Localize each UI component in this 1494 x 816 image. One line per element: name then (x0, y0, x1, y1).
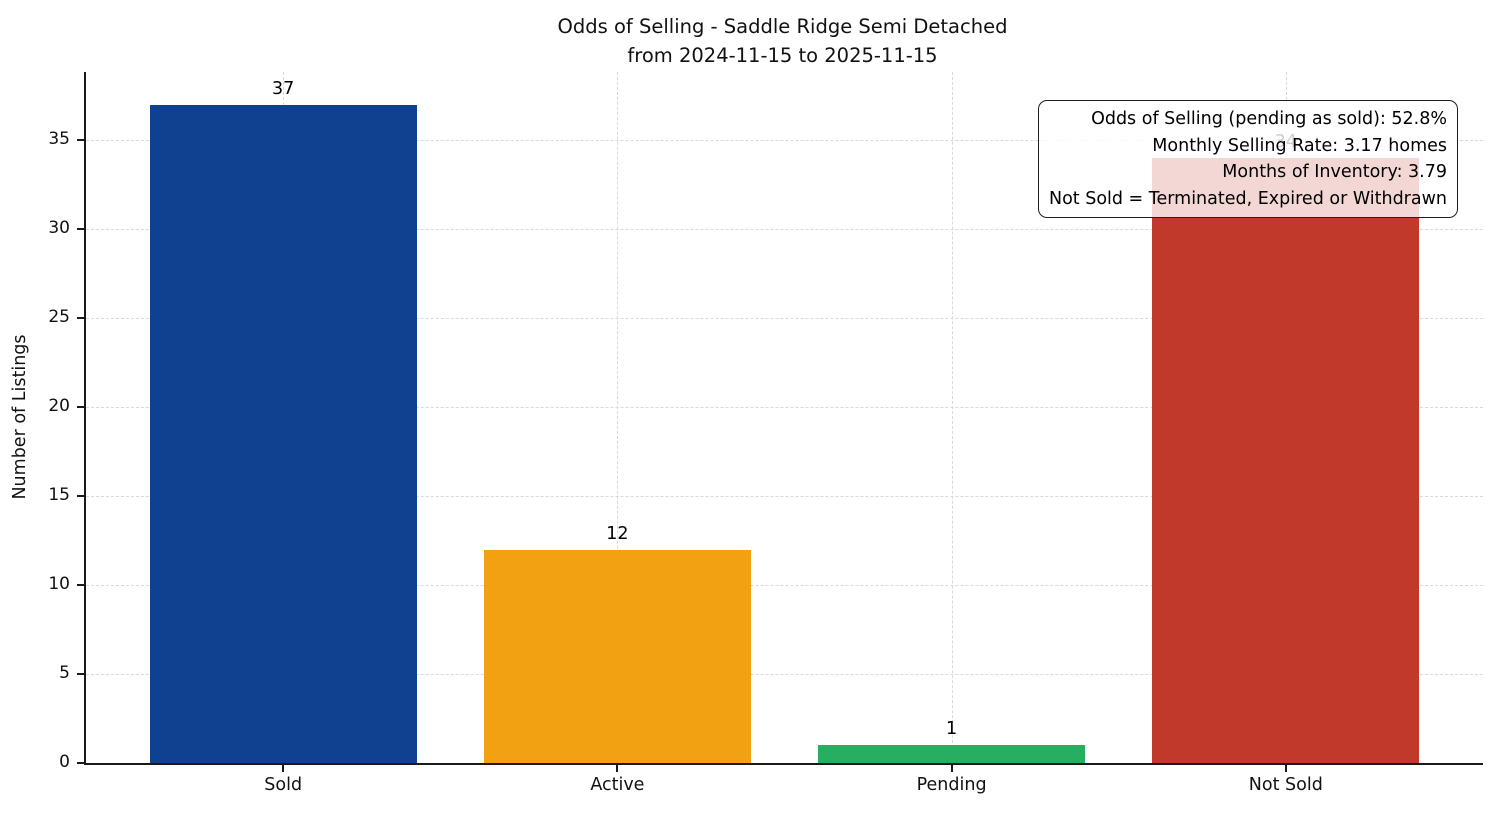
bar-value-label: 1 (946, 719, 958, 740)
y-gridline (86, 318, 1483, 320)
y-gridline (86, 496, 1483, 498)
y-tick-mark (77, 406, 84, 409)
bar-pending (817, 745, 1086, 763)
y-tick-label: 30 (48, 218, 70, 239)
bar-value-label: 12 (606, 523, 629, 544)
x-tick-mark (1284, 765, 1287, 772)
chart-subtitle: from 2024-11-15 to 2025-11-15 (627, 44, 938, 67)
x-gridline (617, 72, 619, 763)
y-tick-mark (77, 673, 84, 676)
x-tick-mark (282, 765, 285, 772)
y-tick-label: 15 (48, 485, 70, 506)
y-tick-label: 0 (59, 752, 70, 772)
y-tick-mark (77, 317, 84, 320)
y-tick-mark (77, 762, 84, 764)
plot-area: 0510152025303537Sold12Active1Pending34No… (48, 72, 1483, 795)
x-tick-mark (950, 765, 953, 772)
annotation-line-odds: Odds of Selling (pending as sold): 52.8% (1091, 109, 1447, 129)
y-tick-label: 20 (48, 396, 70, 417)
chart-title-block: Odds of Selling - Saddle Ridge Semi Deta… (84, 12, 1481, 70)
annotation-line-notsold: Not Sold = Terminated, Expired or Withdr… (1048, 188, 1447, 209)
x-tick-label: Active (590, 775, 645, 795)
y-axis-label: Number of Listings (10, 334, 30, 500)
x-gridline (951, 72, 953, 763)
y-tick-label: 10 (48, 574, 70, 595)
y-tick-mark (77, 584, 84, 587)
y-gridline (86, 674, 1483, 676)
bar-value-label: 37 (272, 78, 295, 99)
y-tick-mark (77, 228, 84, 231)
x-tick-label: Pending (916, 775, 987, 795)
x-tick-label: Sold (264, 775, 303, 795)
y-gridline (86, 585, 1483, 587)
y-tick-label: 5 (59, 663, 70, 684)
y-gridline (86, 140, 1483, 142)
y-tick-label: 35 (48, 129, 70, 150)
bar-active (483, 549, 752, 763)
y-tick-mark (77, 495, 84, 498)
y-tick-label: 25 (48, 307, 70, 328)
chart-title: Odds of Selling - Saddle Ridge Semi Deta… (557, 15, 1008, 38)
bar-not-sold (1152, 158, 1420, 763)
annotation-line-rate: Monthly Selling Rate: 3.17 homes (1152, 135, 1447, 156)
x-tick-mark (616, 765, 619, 772)
y-gridline (86, 229, 1483, 231)
annotation-line-inventory: Months of Inventory: 3.79 (1222, 162, 1447, 182)
x-tick-label: Not Sold (1248, 775, 1323, 795)
bar-sold (149, 104, 417, 763)
annotation-box: Odds of Selling (pending as sold): 52.8%… (1037, 100, 1458, 218)
y-tick-mark (77, 139, 84, 142)
y-gridline (86, 407, 1483, 409)
